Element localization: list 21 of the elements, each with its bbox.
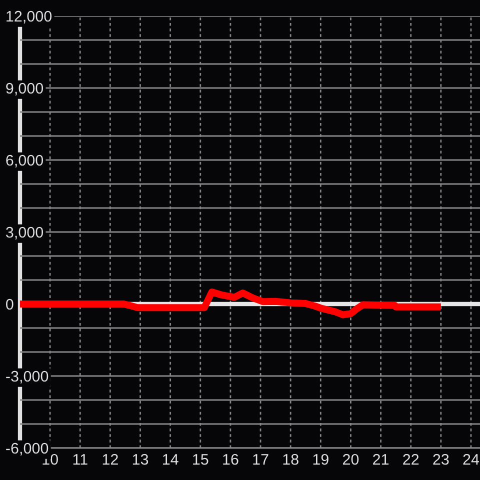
x-tick-label: 19 (313, 454, 328, 465)
x-tick-label: 12 (102, 454, 118, 465)
y-tick-label: 12,000 (6, 10, 52, 24)
x-tick-label: 18 (283, 454, 298, 465)
x-tick-label: 13 (132, 454, 148, 465)
x-tick-label: 24 (463, 454, 480, 465)
x-tick-label: 16 (223, 454, 238, 465)
y-tick-label: -6,000 (6, 442, 48, 456)
x-tick-label: 11 (73, 454, 88, 465)
x-tick-label: 17 (253, 454, 268, 465)
y-tick-label: -3,000 (6, 370, 48, 384)
x-tick-label: 20 (342, 454, 359, 465)
x-tick-label: 23 (433, 454, 449, 465)
y-tick-label: 9,000 (6, 82, 44, 96)
x-tick-label: 22 (403, 454, 419, 465)
x-tick-label: 14 (162, 454, 178, 465)
x-tick-label: 15 (193, 454, 208, 465)
y-tick-label: 3,000 (6, 226, 44, 240)
x-tick-label: 21 (373, 454, 389, 465)
y-tick-label: 0 (6, 298, 14, 310)
y-tick-label: 6,000 (6, 154, 44, 168)
